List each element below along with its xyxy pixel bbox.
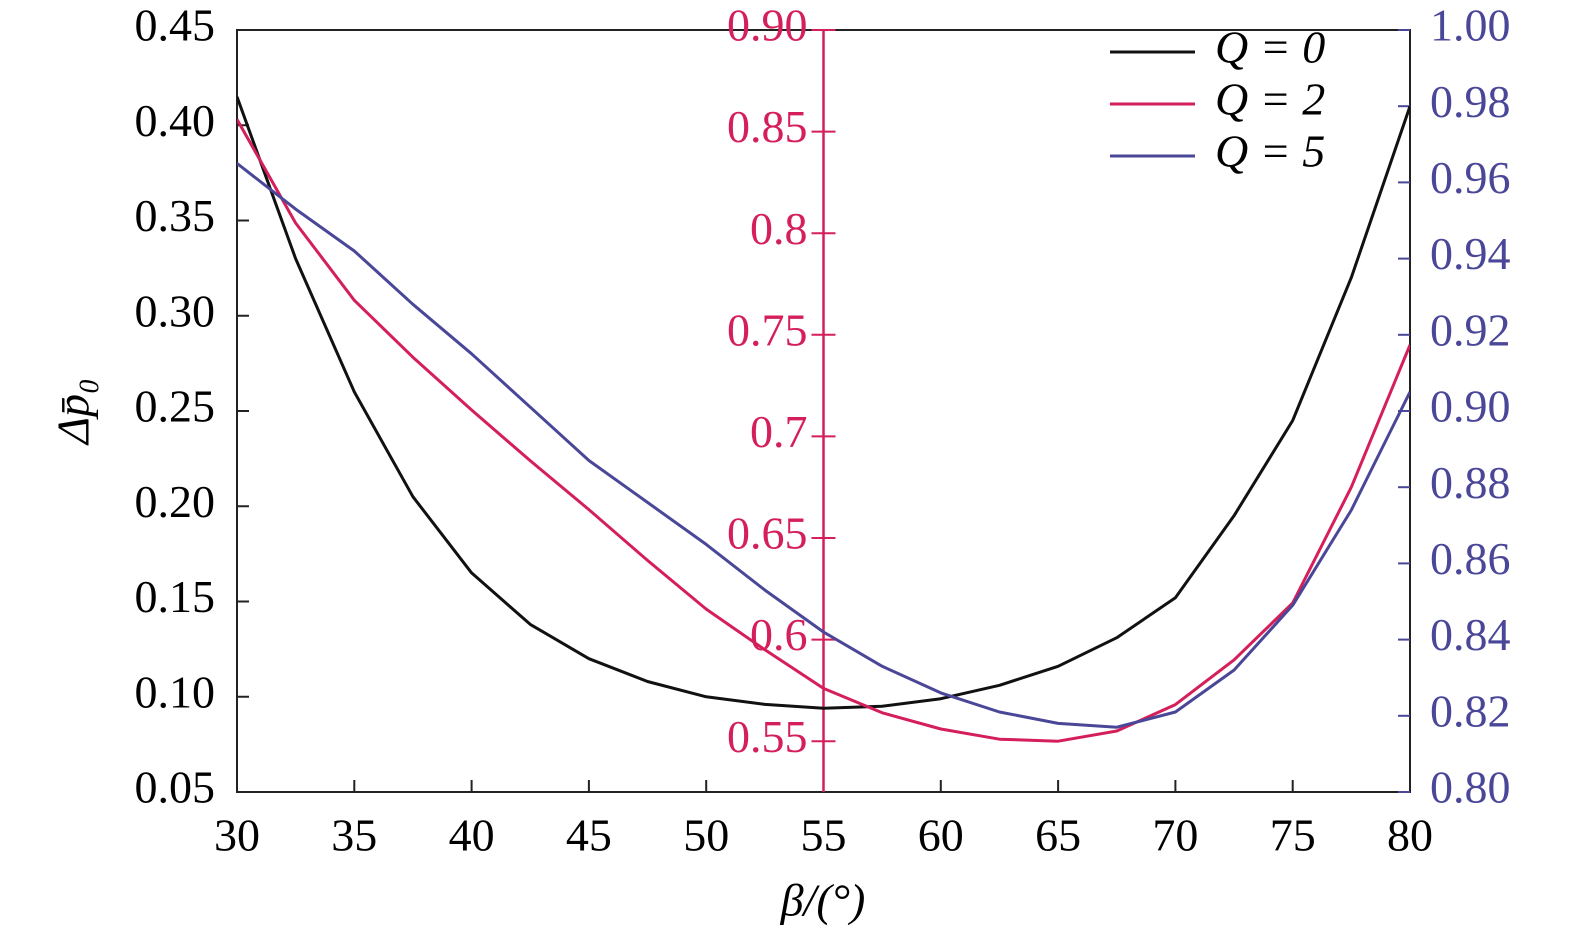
x-axis-title: β/(°): [780, 875, 866, 926]
y-tick-label: 0.10: [135, 666, 216, 717]
plot-lines: [237, 96, 1410, 743]
x-tick-label: 30: [214, 810, 260, 861]
y2-tick-label: 0.86: [1430, 533, 1511, 584]
x-tick-label: 65: [1035, 810, 1081, 861]
y3-tick-label: 0.7: [750, 406, 808, 457]
y-tick-label: 0.05: [135, 762, 216, 813]
y3-tick-label: 0.85: [727, 101, 808, 152]
y-tick-label: 0.25: [135, 381, 216, 432]
x-tick-label: 60: [918, 810, 964, 861]
y3-tick-label: 0.8: [750, 203, 808, 254]
y-tick-label: 0.20: [135, 476, 216, 527]
y2-tick-label: 0.82: [1430, 685, 1511, 736]
y3-tick-label: 0.55: [727, 711, 808, 762]
series-line: [237, 118, 1410, 743]
y2-tick-label: 0.98: [1430, 76, 1511, 127]
y3-tick-label: 0.6: [750, 609, 808, 660]
x-tick-label: 80: [1387, 810, 1433, 861]
x-tick-label: 50: [683, 810, 729, 861]
y2-tick-label: 1.00: [1430, 0, 1511, 51]
series-line: [237, 162, 1410, 729]
y-tick-label: 0.40: [135, 95, 216, 146]
x-tick-label: 40: [449, 810, 495, 861]
x-tick-label: 35: [331, 810, 377, 861]
x-tick-label: 75: [1270, 810, 1316, 861]
y2-tick-label: 0.92: [1430, 304, 1511, 355]
legend-label: Q = 5: [1215, 126, 1325, 177]
x-tick-label: 45: [566, 810, 612, 861]
legend-label: Q = 2: [1215, 74, 1325, 125]
y2-tick-label: 0.88: [1430, 457, 1511, 508]
legend-label: Q = 0: [1215, 22, 1325, 73]
y2-tick-label: 0.84: [1430, 609, 1511, 660]
y3-tick-label: 0.90: [727, 0, 808, 51]
series-line: [237, 96, 1410, 710]
y-tick-label: 0.35: [135, 190, 216, 241]
y-tick-label: 0.30: [135, 285, 216, 336]
y-tick-label: 0.15: [135, 571, 216, 622]
x-tick-label: 55: [801, 810, 847, 861]
y3-tick-label: 0.75: [727, 304, 808, 355]
y-axis-title: Δp̄₀: [48, 378, 99, 446]
x-tick-label: 70: [1152, 810, 1198, 861]
y2-tick-label: 0.96: [1430, 152, 1511, 203]
y2-tick-label: 0.90: [1430, 381, 1511, 432]
y2-tick-label: 0.94: [1430, 228, 1511, 279]
y3-tick-label: 0.65: [727, 508, 808, 559]
y-tick-label: 0.45: [135, 0, 216, 51]
y2-tick-label: 0.80: [1430, 762, 1511, 813]
